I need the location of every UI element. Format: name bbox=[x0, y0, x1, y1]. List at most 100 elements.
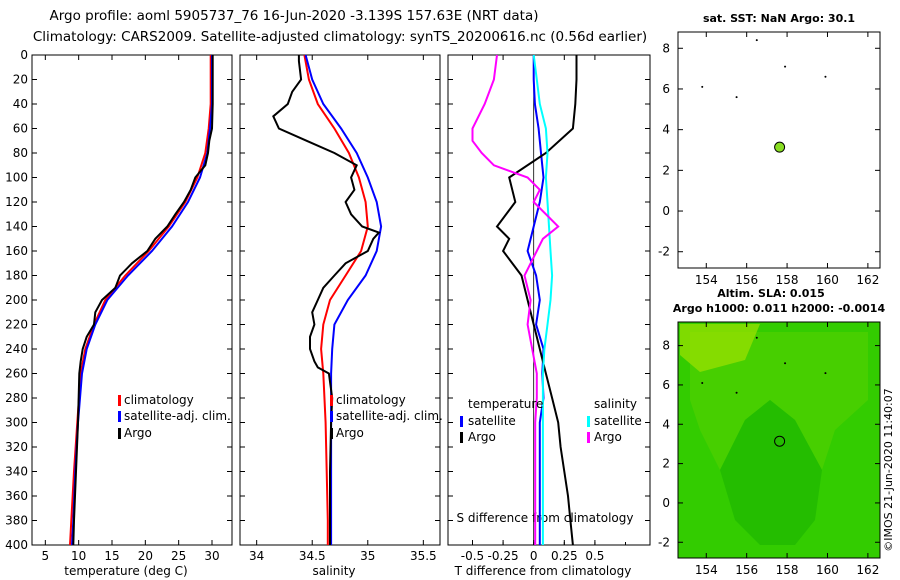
y-tick-label: 220 bbox=[5, 318, 28, 332]
figure-title-line1: Argo profile: aoml 5905737_76 16-Jun-202… bbox=[49, 8, 538, 24]
island-speck bbox=[755, 336, 758, 339]
height-field-high bbox=[680, 324, 760, 372]
legend-label: Argo bbox=[124, 426, 152, 440]
y-tick-label: 0 bbox=[662, 204, 670, 218]
legend-swatch bbox=[330, 411, 333, 422]
temperature-panel: 0 20 40 60 80 100 120 140 160 180 200 220 240 260 280 3… bbox=[5, 48, 233, 578]
difference-panel: -0.5 -0.25 0 0.25 0.5T difference from clima… bbox=[447, 54, 651, 578]
y-tick-label: 8 bbox=[662, 339, 670, 353]
island-speck bbox=[701, 381, 704, 384]
profile-location-marker bbox=[774, 435, 786, 447]
x2-axis-label: S difference from climatology bbox=[457, 511, 634, 525]
legend-header-salinity: salinity bbox=[594, 397, 637, 411]
legend-label: climatology bbox=[336, 393, 406, 407]
series-line-t-satellite bbox=[526, 55, 545, 545]
y-tick-label: 100 bbox=[5, 171, 28, 185]
island-speck bbox=[784, 65, 787, 68]
x-tick-label: 158 bbox=[776, 273, 799, 287]
x-tick-label: 162 bbox=[856, 273, 879, 287]
profile-location-marker bbox=[774, 141, 786, 153]
figure-title-line2: Climatology: CARS2009. Satellite-adjuste… bbox=[33, 29, 647, 45]
map-frame bbox=[677, 321, 881, 559]
x-tick-label: -0.5 bbox=[461, 549, 484, 563]
map-sla-label: Altim. SLA: 0.015 bbox=[717, 287, 824, 300]
x-tick-label: 162 bbox=[856, 563, 879, 577]
y-tick-label: -2 bbox=[658, 245, 670, 259]
y-tick-label: 380 bbox=[5, 514, 28, 528]
y-tick-label: 40 bbox=[13, 97, 28, 111]
island-speck bbox=[824, 372, 827, 375]
x-axis-label: T difference from climatology bbox=[454, 564, 632, 578]
legend-swatch bbox=[330, 428, 333, 439]
legend-label: satellite-adj. clim. bbox=[336, 409, 443, 423]
y-tick-label: 140 bbox=[5, 220, 28, 234]
y-tick-label: 4 bbox=[662, 417, 670, 431]
y-tick-label: -2 bbox=[658, 535, 670, 549]
y-tick-label: 2 bbox=[662, 457, 670, 471]
legend-label: Argo bbox=[594, 430, 622, 444]
map-frame bbox=[677, 31, 881, 269]
x-tick-label: 160 bbox=[816, 563, 839, 577]
map-title: Argo h1000: 0.011 h2000: -0.0014 bbox=[673, 302, 886, 315]
y-tick-label: 20 bbox=[13, 73, 28, 87]
y-tick-label: 280 bbox=[5, 391, 28, 405]
legend-swatch bbox=[587, 416, 590, 427]
x-tick-label: 25 bbox=[171, 549, 186, 563]
salinity-panel: 34 34.5 35 35.5 salinity climatology satellite… bbox=[239, 54, 443, 578]
legend-swatch bbox=[460, 432, 463, 443]
legend-header-temperature: temperature bbox=[468, 397, 543, 411]
series-line-argo bbox=[72, 55, 214, 546]
legend-swatch bbox=[330, 395, 333, 406]
island-speck bbox=[735, 391, 738, 394]
y-tick-label: 160 bbox=[5, 244, 28, 258]
plot-frame bbox=[447, 54, 651, 546]
y-tick-label: 200 bbox=[5, 293, 28, 307]
x-tick-label: 0 bbox=[530, 549, 538, 563]
y-tick-label: 6 bbox=[662, 82, 670, 96]
legend-swatch bbox=[118, 428, 121, 439]
series-line-climatology bbox=[69, 55, 212, 546]
y-tick-label: 0 bbox=[662, 496, 670, 510]
y-tick-label: 320 bbox=[5, 440, 28, 454]
map-title: sat. SST: NaN Argo: 30.1 bbox=[703, 12, 855, 25]
series-line-s-satellite bbox=[532, 54, 554, 545]
x-tick-label: 5 bbox=[42, 549, 50, 563]
height-map-panel: 154 156 158 160 162 -2 0 2 4 6 8 Argo h1000: 0.011 … bbox=[658, 302, 885, 577]
y-tick-label: 300 bbox=[5, 416, 28, 430]
x-tick-label: 156 bbox=[735, 563, 758, 577]
x-tick-label: 158 bbox=[776, 563, 799, 577]
y-tick-label: 240 bbox=[5, 342, 28, 356]
plot-frame bbox=[31, 54, 233, 546]
x-tick-label: 154 bbox=[695, 563, 718, 577]
legend-label: satellite bbox=[468, 414, 516, 428]
y-tick-label: 360 bbox=[5, 489, 28, 503]
y-tick-label: 8 bbox=[662, 41, 670, 55]
island-speck bbox=[824, 75, 827, 78]
y-tick-label: 120 bbox=[5, 195, 28, 209]
series-line-t-argo bbox=[495, 55, 578, 546]
x-tick-label: 35 bbox=[360, 549, 375, 563]
series-line-climatology bbox=[303, 54, 369, 545]
x-tick-label: 34.5 bbox=[299, 549, 326, 563]
series-line-satellite-adj-clim- bbox=[71, 55, 213, 546]
y-tick-label: 400 bbox=[5, 538, 28, 552]
legend-label: climatology bbox=[124, 393, 194, 407]
x-tick-label: 160 bbox=[816, 273, 839, 287]
x-tick-label: 20 bbox=[138, 549, 153, 563]
y-tick-label: 340 bbox=[5, 465, 28, 479]
imos-stamp: ©IMOS 21-Jun-2020 11:40:07 bbox=[882, 388, 895, 552]
island-speck bbox=[784, 362, 787, 365]
y-tick-label: 60 bbox=[13, 122, 28, 136]
y-tick-label: 80 bbox=[13, 146, 28, 160]
x-tick-label: 0.25 bbox=[551, 549, 578, 563]
y-tick-label: 6 bbox=[662, 378, 670, 392]
island-speck bbox=[735, 96, 738, 99]
height-field-low bbox=[720, 400, 822, 545]
x-tick-label: 34 bbox=[249, 549, 264, 563]
x-tick-label: 156 bbox=[735, 273, 758, 287]
legend-label: Argo bbox=[336, 426, 364, 440]
legend-swatch bbox=[587, 432, 590, 443]
y-tick-label: 0 bbox=[20, 48, 28, 62]
legend-swatch bbox=[118, 411, 121, 422]
